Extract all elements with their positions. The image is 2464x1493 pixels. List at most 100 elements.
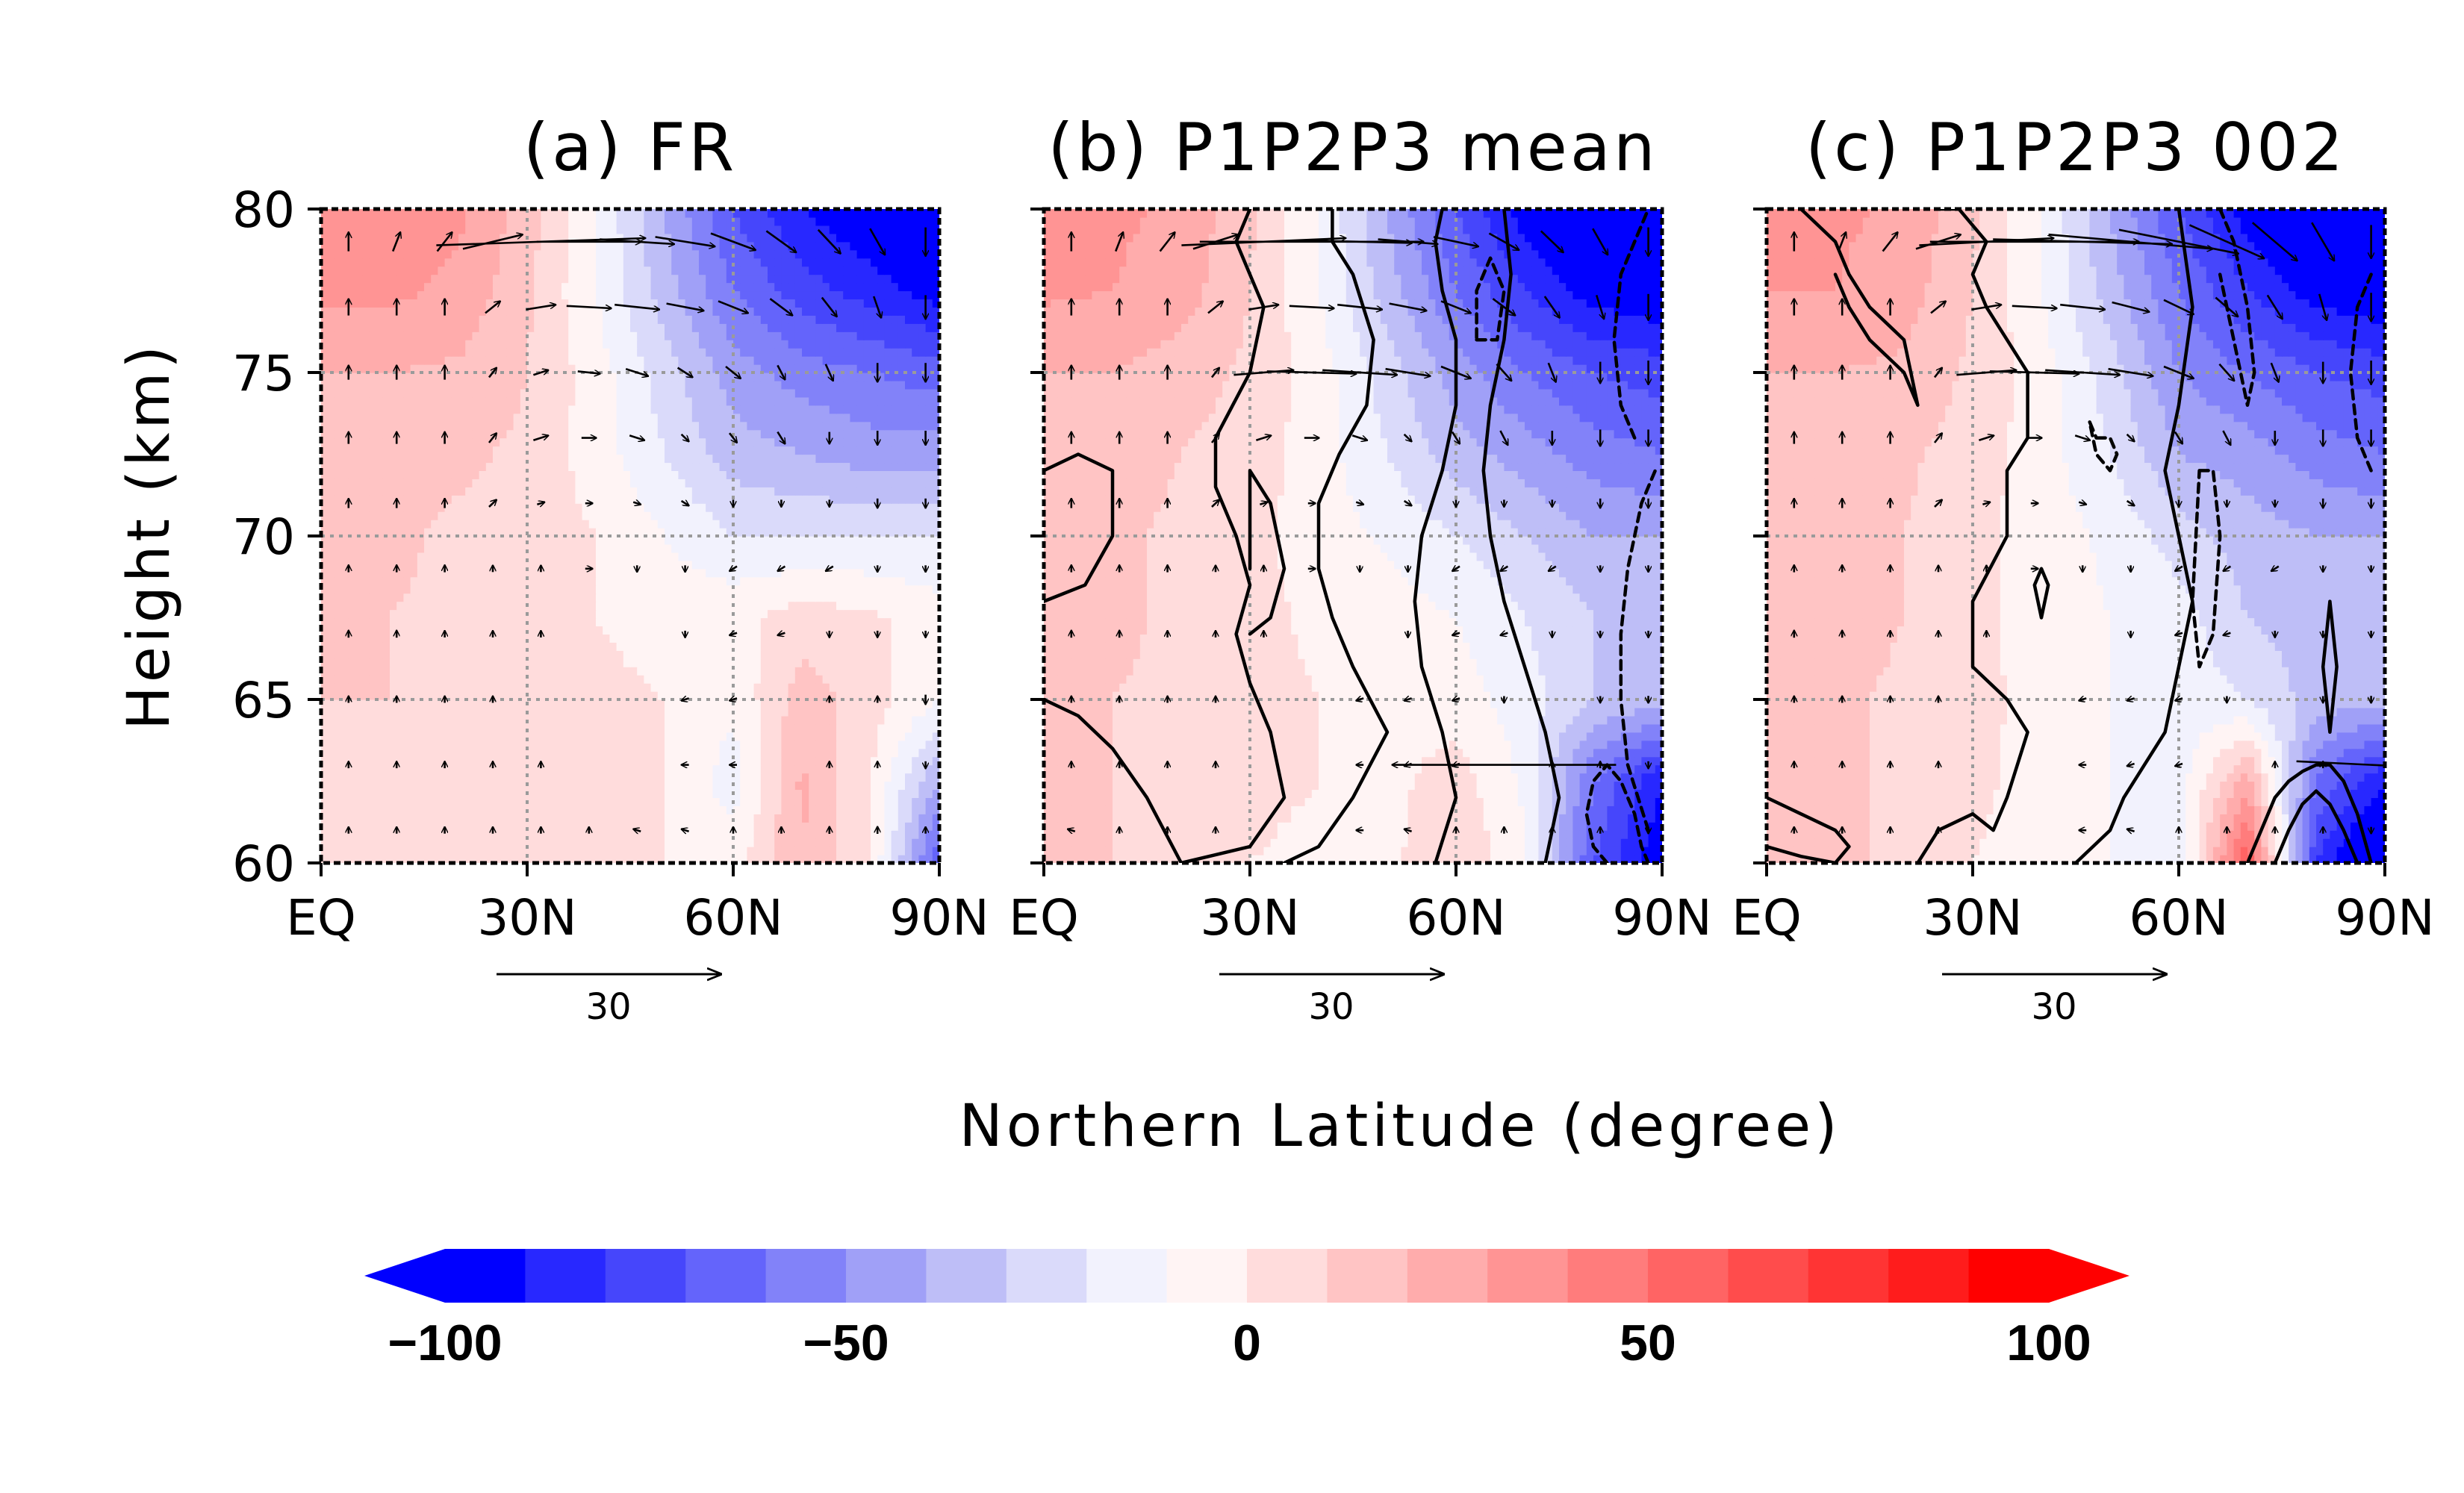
heatmap-cell	[794, 855, 803, 863]
heatmap-cell	[493, 609, 500, 619]
heatmap-cell	[355, 568, 363, 578]
heatmap-cell	[753, 814, 762, 823]
heatmap-cell	[424, 437, 432, 447]
heatmap-cell	[527, 675, 535, 684]
heatmap-cell	[768, 642, 775, 651]
heatmap-cell	[829, 495, 837, 504]
heatmap-cell	[382, 413, 391, 423]
heatmap-cell	[829, 781, 837, 791]
heatmap-cell	[912, 675, 919, 684]
heatmap-cell	[726, 667, 734, 676]
heatmap-cell	[438, 805, 446, 814]
heatmap-cell	[341, 454, 349, 464]
heatmap-cell	[603, 528, 610, 537]
heatmap-cell	[733, 715, 741, 725]
heatmap-cell	[588, 454, 597, 464]
heatmap-cell	[396, 503, 404, 512]
heatmap-cell	[726, 552, 734, 561]
heatmap-cell	[699, 437, 706, 447]
heatmap-cell	[328, 797, 335, 806]
heatmap-cell	[369, 723, 377, 733]
heatmap-cell	[884, 764, 892, 774]
heatmap-cell	[774, 543, 782, 553]
heatmap-cell	[506, 732, 514, 741]
heatmap-cell	[451, 855, 459, 863]
heatmap-cell	[836, 707, 844, 717]
heatmap-cell	[465, 601, 473, 611]
heatmap-cell	[644, 626, 652, 635]
heatmap-cell	[390, 405, 397, 414]
heatmap-cell	[479, 446, 487, 455]
heatmap-cell	[877, 822, 885, 831]
heatmap-cell	[472, 642, 480, 651]
heatmap-cell	[603, 764, 610, 774]
heatmap-cell	[829, 667, 837, 676]
heatmap-cell	[472, 830, 480, 839]
heatmap-cell	[390, 634, 397, 643]
heatmap-cell	[609, 421, 617, 431]
heatmap-cell	[431, 552, 438, 561]
heatmap-cell	[382, 675, 391, 684]
heatmap-cell	[685, 568, 693, 578]
heatmap-cell	[417, 543, 425, 553]
heatmap-cell	[527, 421, 535, 431]
heatmap-cell	[768, 601, 775, 611]
heatmap-cell	[396, 536, 404, 545]
heatmap-cell	[753, 437, 762, 447]
heatmap-cell	[719, 479, 727, 487]
heatmap-cell	[630, 650, 638, 659]
heatmap-cell	[884, 805, 892, 814]
heatmap-cell	[582, 495, 590, 504]
heatmap-cell	[355, 781, 363, 791]
heatmap-cell	[458, 715, 466, 725]
heatmap-cell	[665, 830, 672, 839]
heatmap-cell	[891, 536, 899, 545]
heatmap-cell	[520, 446, 528, 455]
heatmap-cell	[390, 773, 397, 782]
heatmap-cell	[918, 520, 927, 529]
heatmap-cell	[815, 789, 824, 798]
heatmap-cell	[417, 421, 425, 431]
heatmap-cell	[822, 805, 830, 814]
heatmap-cell	[665, 601, 672, 611]
heatmap-cell	[691, 446, 700, 455]
heatmap-cell	[665, 593, 672, 602]
heatmap-cell	[500, 576, 507, 586]
heatmap-cell	[438, 593, 446, 602]
heatmap-cell	[568, 560, 576, 570]
heatmap-cell	[444, 723, 452, 733]
heatmap-cell	[444, 421, 452, 431]
heatmap-cell	[362, 429, 370, 439]
heatmap-cell	[568, 748, 576, 758]
heatmap-cell	[348, 781, 356, 791]
heatmap-cell	[403, 683, 411, 692]
heatmap-cell	[760, 814, 768, 823]
heatmap-cell	[424, 593, 432, 602]
heatmap-cell	[479, 675, 487, 684]
heatmap-cell	[485, 699, 494, 708]
heatmap-cell	[520, 667, 528, 676]
heatmap-cell	[905, 593, 912, 602]
heatmap-cell	[506, 470, 514, 479]
heatmap-cell	[905, 773, 912, 782]
heatmap-cell	[719, 552, 727, 561]
heatmap-cell	[431, 626, 438, 635]
heatmap-cell	[740, 740, 747, 749]
heatmap-cell	[382, 609, 391, 619]
heatmap-cell	[760, 421, 768, 431]
heatmap-cell	[417, 847, 425, 855]
heatmap-cell	[726, 642, 734, 651]
heatmap-cell	[809, 520, 816, 529]
heatmap-cell	[513, 479, 521, 487]
heatmap-cell	[726, 543, 734, 553]
heatmap-cell	[637, 650, 644, 659]
heatmap-cell	[596, 723, 603, 733]
heatmap-cell	[396, 487, 404, 496]
heatmap-cell	[493, 536, 500, 545]
heatmap-cell	[740, 617, 747, 627]
heatmap-cell	[671, 617, 679, 627]
heatmap-cell	[506, 781, 514, 791]
heatmap-cell	[753, 797, 762, 806]
heatmap-cell	[554, 503, 562, 512]
heatmap-cell	[458, 658, 466, 667]
